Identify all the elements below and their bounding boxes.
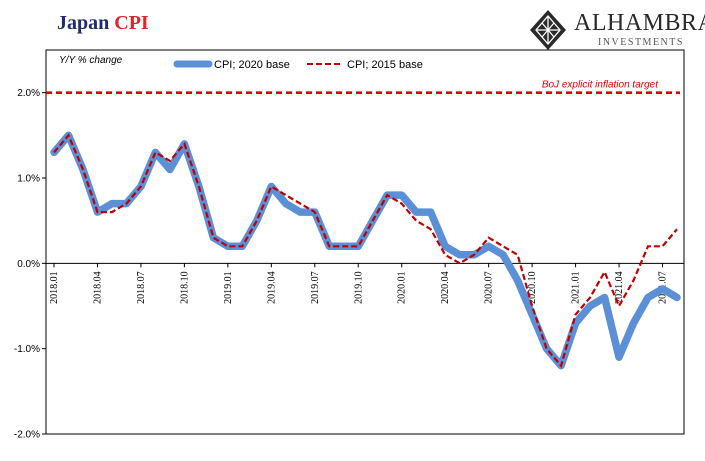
alhambra-logo: ALHAMBRA INVESTMENTS xyxy=(528,8,705,52)
x-tick-label: 2020.01 xyxy=(397,271,408,304)
legend-label-cpi-2020-base: CPI; 2020 base xyxy=(214,59,290,71)
x-tick-label: 2019.04 xyxy=(266,271,277,304)
y-tick-label: -2.0% xyxy=(14,430,40,441)
chart-title-main: Japan xyxy=(57,12,110,34)
series-line-cpi-2015-base xyxy=(53,133,678,368)
y-tick-label: 1.0% xyxy=(17,174,40,185)
x-tick-label: 2021.01 xyxy=(571,271,582,304)
x-tick-label: 2020.07 xyxy=(484,271,495,304)
logo-brand: ALHAMBRA xyxy=(574,10,705,36)
x-tick-label: 2020.10 xyxy=(527,271,538,304)
y-tick-label: 0.0% xyxy=(17,259,40,270)
x-tick-label: 2019.07 xyxy=(310,271,321,304)
legend-label-cpi-2015-base: CPI; 2015 base xyxy=(347,59,423,71)
x-tick-label: 2019.01 xyxy=(223,271,234,304)
plot-frame xyxy=(45,49,685,435)
x-tick-label: 2021.04 xyxy=(614,271,625,304)
chart-title: Japan CPI xyxy=(57,12,149,35)
x-tick-label: 2018.01 xyxy=(49,271,60,304)
inflation-target-label: BoJ explicit inflation target xyxy=(542,80,659,91)
logo-subtitle: INVESTMENTS xyxy=(598,37,684,48)
x-tick-label: 2020.04 xyxy=(440,271,451,304)
y-axis-label: Y/Y % change xyxy=(59,55,123,66)
chart-title-accent: CPI xyxy=(114,12,149,34)
x-tick-label: 2018.10 xyxy=(179,271,190,304)
x-tick-label: 2019.10 xyxy=(353,271,364,304)
x-tick-label: 2018.04 xyxy=(92,271,103,304)
x-tick-label: 2018.07 xyxy=(136,271,147,304)
diamond-lattice-icon xyxy=(530,10,566,50)
y-tick-label: 2.0% xyxy=(17,88,40,99)
y-tick-label: -1.0% xyxy=(14,344,40,355)
